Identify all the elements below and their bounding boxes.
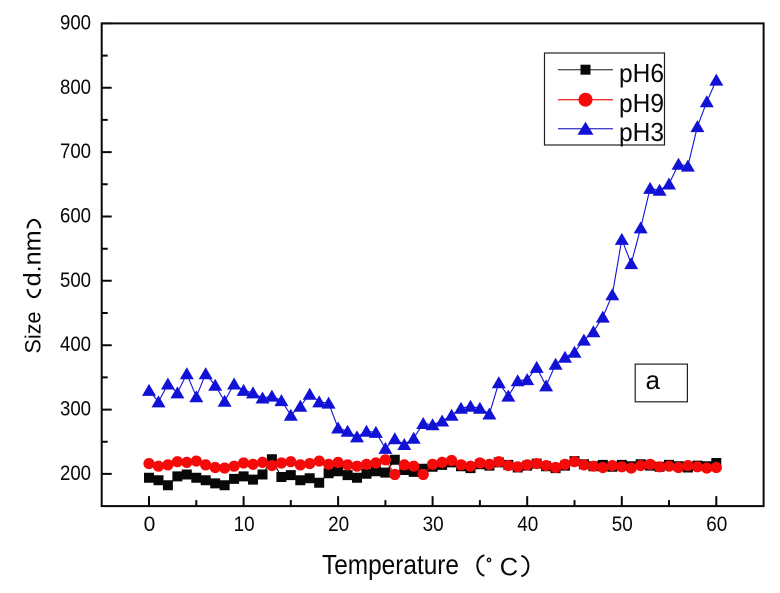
svg-text:Size: Size (20, 312, 45, 354)
svg-text:50: 50 (612, 513, 633, 536)
svg-text:40: 40 (517, 513, 538, 536)
svg-text:60: 60 (706, 513, 727, 536)
svg-text:pH9: pH9 (619, 88, 664, 118)
svg-text:30: 30 (423, 513, 444, 536)
svg-text:20: 20 (328, 513, 349, 536)
svg-text:d.nm: d.nm (19, 230, 46, 286)
svg-text:10: 10 (234, 513, 255, 536)
svg-text:pH3: pH3 (619, 117, 664, 147)
svg-text:a: a (646, 365, 661, 395)
svg-text:Temperature: Temperature (322, 549, 459, 580)
svg-text:900: 900 (60, 11, 91, 34)
svg-text:200: 200 (60, 462, 91, 485)
svg-text:500: 500 (60, 269, 91, 292)
svg-text:0: 0 (144, 513, 156, 536)
svg-text:700: 700 (60, 140, 91, 163)
svg-text:pH6: pH6 (619, 58, 664, 88)
svg-text:300: 300 (60, 398, 91, 421)
svg-text:400: 400 (60, 333, 91, 356)
svg-text:800: 800 (60, 76, 91, 99)
svg-text:600: 600 (60, 205, 91, 228)
svg-text:C: C (500, 554, 518, 582)
